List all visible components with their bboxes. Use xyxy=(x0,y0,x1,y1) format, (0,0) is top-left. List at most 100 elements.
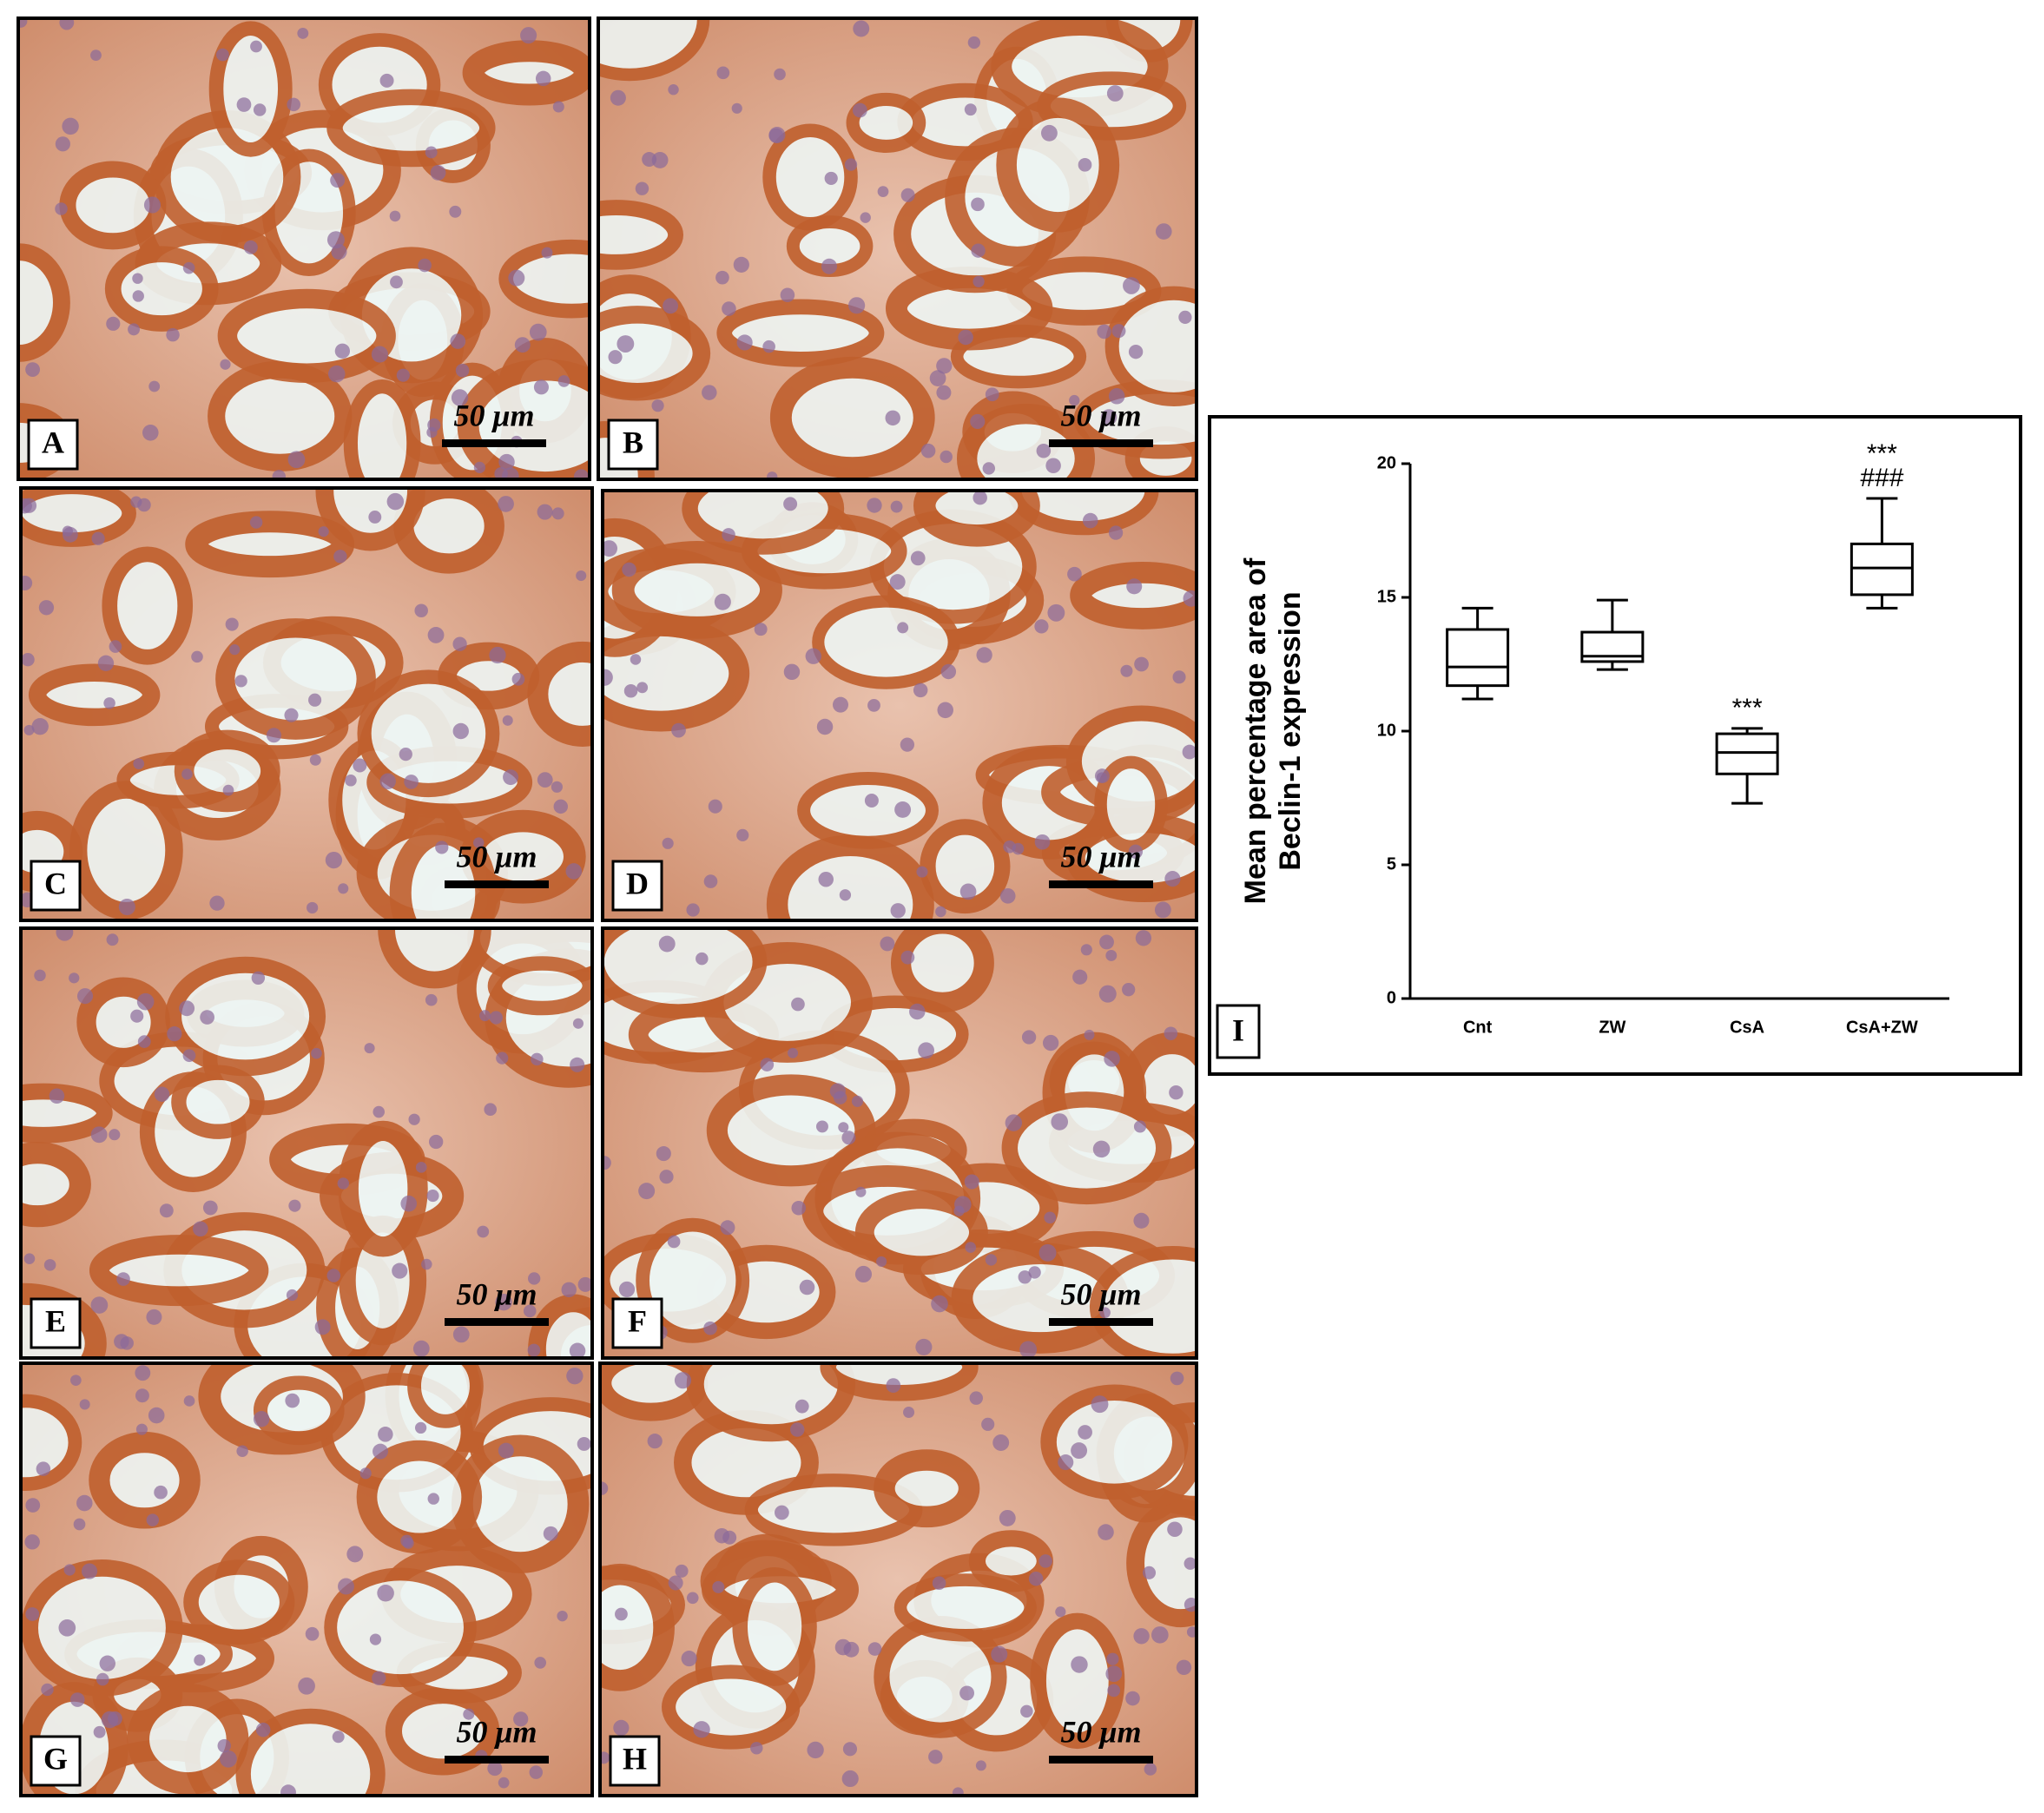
nucleus xyxy=(479,1010,491,1022)
panel-border xyxy=(19,486,594,922)
panel-label: F xyxy=(628,1303,647,1338)
nucleus xyxy=(818,872,834,887)
nucleus xyxy=(900,737,915,752)
box xyxy=(1446,628,1510,688)
nucleus xyxy=(34,969,46,982)
nucleus xyxy=(736,334,753,351)
tubule xyxy=(208,21,293,157)
nucleus xyxy=(931,1295,948,1313)
nucleus xyxy=(25,362,40,378)
nucleus xyxy=(1184,1597,1197,1612)
nucleus xyxy=(427,1493,439,1505)
micrograph: E 50 μm xyxy=(19,926,594,1360)
nucleus xyxy=(146,1309,162,1325)
nucleus xyxy=(815,1120,828,1133)
nucleus xyxy=(146,1513,160,1526)
nucleus xyxy=(1108,388,1125,405)
nucleus xyxy=(400,1534,413,1547)
nucleus xyxy=(940,663,957,680)
nucleus xyxy=(182,261,195,274)
nucleus xyxy=(106,933,119,946)
nucleus xyxy=(133,758,145,769)
tubule xyxy=(69,781,183,920)
nucleus xyxy=(876,1256,887,1267)
tubule xyxy=(104,246,219,332)
label-box xyxy=(611,860,663,912)
nucleus xyxy=(969,1391,983,1405)
nucleus xyxy=(353,758,367,773)
nucleus xyxy=(900,188,915,202)
tubule xyxy=(846,92,926,153)
nucleus xyxy=(952,1787,964,1796)
tubule xyxy=(127,1684,249,1795)
nucleus xyxy=(73,1518,86,1531)
nucleus xyxy=(1071,1656,1088,1673)
tubule xyxy=(598,200,683,270)
nucleus xyxy=(623,683,638,698)
nucleus xyxy=(128,323,141,336)
nucleus xyxy=(1097,324,1111,340)
nucleus xyxy=(999,1509,1016,1526)
nucleus xyxy=(1106,85,1124,102)
x-tick-label: CsA+ZW xyxy=(1846,1018,1918,1037)
nucleus xyxy=(1164,1026,1178,1041)
nucleus xyxy=(298,1677,315,1695)
nucleus xyxy=(577,1276,592,1292)
nucleus xyxy=(1142,1566,1157,1579)
nucleus xyxy=(56,928,74,941)
nucleus xyxy=(885,410,900,426)
nucleus xyxy=(880,936,895,952)
nucleus xyxy=(834,1638,852,1656)
nucleus xyxy=(569,1342,586,1358)
nucleus xyxy=(318,526,329,537)
nucleus xyxy=(1184,1557,1197,1570)
scale-bar xyxy=(1049,1318,1153,1326)
nucleus xyxy=(430,164,446,181)
tissue xyxy=(21,488,592,920)
nucleus xyxy=(452,1326,470,1343)
nucleus xyxy=(181,768,193,780)
label-box xyxy=(609,1735,661,1787)
tubule xyxy=(18,243,70,362)
tubule xyxy=(893,1573,1037,1642)
nucleus xyxy=(498,1442,514,1459)
nucleus xyxy=(860,212,871,223)
y-axis-label: Beclin-1 expression xyxy=(1274,591,1307,870)
nucleus xyxy=(1067,566,1082,582)
scale-text: 50 μm xyxy=(456,839,537,874)
nucleus xyxy=(1182,744,1197,760)
nucleus xyxy=(514,337,531,353)
nucleus xyxy=(220,359,231,370)
nucleus xyxy=(428,1134,444,1150)
nucleus xyxy=(70,1375,82,1386)
nucleus xyxy=(332,1731,345,1744)
y-tick-label: 20 xyxy=(1377,453,1396,472)
y-axis-label: Mean percentage area of xyxy=(1239,557,1272,904)
nucleus xyxy=(109,1129,121,1141)
nucleus xyxy=(553,799,568,814)
panel-border xyxy=(601,926,1198,1360)
nucleus xyxy=(1169,1085,1184,1100)
nucleus xyxy=(658,935,676,953)
nucleus xyxy=(693,1721,710,1738)
nucleus xyxy=(703,1321,717,1335)
nucleus xyxy=(1100,409,1118,425)
nucleus xyxy=(722,301,736,316)
tubule xyxy=(1040,1384,1189,1500)
nucleus xyxy=(659,1170,674,1184)
nucleus xyxy=(494,467,508,479)
nucleus xyxy=(167,1026,182,1042)
nucleus xyxy=(326,231,345,249)
nucleus xyxy=(523,1304,537,1318)
nucleus xyxy=(194,1654,206,1666)
nucleus xyxy=(534,1657,547,1669)
nucleus xyxy=(838,1122,849,1133)
nucleus xyxy=(1082,512,1098,529)
nucleus xyxy=(379,773,396,790)
nucleus xyxy=(686,1592,699,1605)
nucleus xyxy=(916,866,928,878)
nucleus xyxy=(915,1338,933,1355)
scale-text: 50 μm xyxy=(1060,839,1141,874)
nucleus xyxy=(378,1427,393,1442)
